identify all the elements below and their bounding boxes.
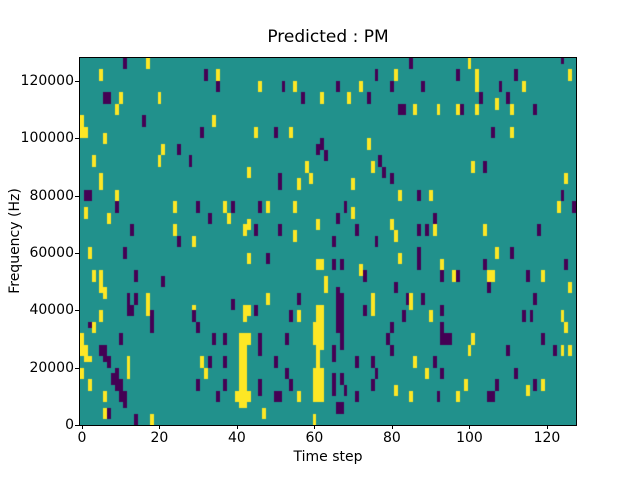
y-tick-mark: [75, 425, 79, 426]
x-tick-mark: [546, 425, 548, 429]
x-tick-mark: [81, 425, 83, 429]
heatmap-canvas: [80, 58, 576, 425]
y-tick-mark: [75, 367, 79, 369]
x-axis-title: Time step: [293, 449, 363, 465]
y-tick-label: 60000: [29, 244, 74, 261]
y-tick-label: 120000: [20, 72, 74, 89]
x-tick-mark: [314, 425, 316, 429]
x-tick-label: 20: [150, 430, 169, 446]
plot-area: [79, 57, 577, 426]
x-tick-label: 80: [383, 430, 401, 446]
x-tick-label: 100: [456, 430, 483, 446]
y-tick-mark: [75, 80, 79, 82]
y-tick-mark: [75, 195, 79, 197]
y-tick-mark: [75, 252, 79, 254]
x-tick-mark: [391, 425, 393, 429]
y-tick-label: 20000: [29, 359, 74, 376]
y-tick-label: 100000: [20, 130, 74, 147]
y-tick-mark: [75, 310, 79, 312]
x-tick-label: 40: [228, 430, 246, 446]
y-tick-label: 0: [65, 417, 74, 433]
chart-title: Predicted : PM: [267, 27, 389, 47]
x-tick-mark: [159, 425, 161, 429]
y-axis-title: Frequency (Hz): [7, 188, 23, 294]
y-tick-label: 80000: [29, 187, 74, 204]
x-tick-label: 60: [305, 430, 324, 446]
x-tick-mark: [236, 425, 238, 429]
x-tick-mark: [469, 425, 471, 429]
y-tick-mark: [75, 138, 79, 140]
y-tick-label: 40000: [29, 302, 74, 319]
x-tick-label: 0: [77, 430, 87, 446]
x-tick-label: 120: [533, 430, 561, 446]
